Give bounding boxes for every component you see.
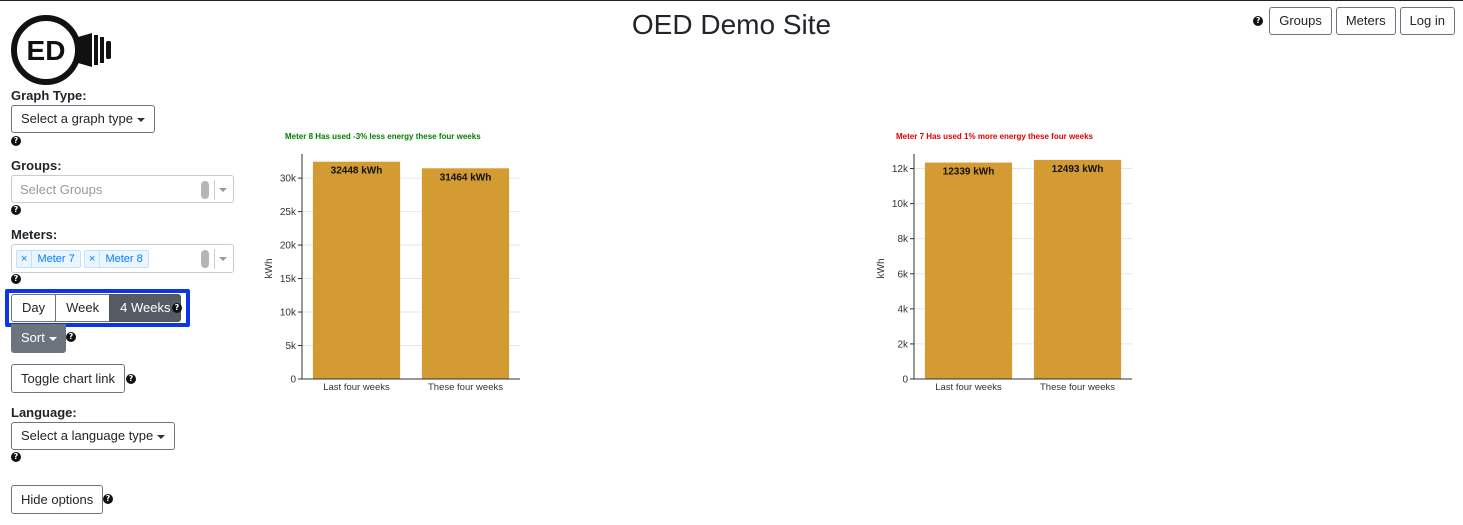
x-tick-label: These four weeks — [1040, 382, 1115, 393]
graph-type-value: Select a graph type — [21, 111, 134, 126]
sort-button[interactable]: Sort — [11, 324, 66, 353]
help-icon[interactable]: ? — [1253, 16, 1264, 26]
y-axis-label: kWh — [876, 259, 887, 279]
meters-nav-button[interactable]: Meters — [1335, 7, 1396, 35]
y-tick-label: 10k — [892, 199, 909, 210]
y-tick-label: 0 — [290, 375, 296, 386]
bar-value-label: 12493 kWh — [1052, 164, 1104, 175]
x-tick-label: Last four weeks — [323, 382, 390, 393]
remove-tag-icon[interactable]: × — [17, 251, 33, 267]
chart-link-help-icon[interactable]: ? — [126, 374, 136, 384]
x-tick-label: These four weeks — [428, 382, 503, 393]
chart-meter-7: Meter 7 Has used 1% more energy these fo… — [872, 129, 1142, 399]
range-4weeks-button[interactable]: 4 Weeks — [109, 294, 182, 322]
x-tick-label: Last four weeks — [935, 382, 1002, 393]
graph-type-label: Graph Type: — [11, 88, 87, 103]
meter-tag: × Meter 8 — [84, 250, 149, 268]
bar — [924, 162, 1013, 379]
y-tick-label: 5k — [285, 341, 297, 352]
sort-label: Sort — [21, 330, 45, 345]
meter-tag-label: Meter 7 — [37, 253, 75, 265]
language-value: Select a language type — [21, 428, 154, 443]
toggle-chart-link-button[interactable]: Toggle chart link — [11, 364, 125, 393]
y-tick-label: 0 — [902, 375, 908, 386]
chart-title: Meter 8 Has used -3% less energy these f… — [285, 132, 481, 141]
language-dropdown[interactable]: Select a language type — [11, 422, 176, 450]
bar — [312, 161, 401, 379]
language-label: Language: — [11, 405, 77, 420]
caret-down-icon — [48, 336, 57, 341]
range-week-button[interactable]: Week — [55, 294, 111, 322]
top-nav: ? Groups Meters Log in — [1253, 7, 1455, 35]
bar-value-label: 32448 kWh — [331, 166, 383, 177]
hide-options-button[interactable]: Hide options — [11, 485, 104, 514]
groups-nav-button[interactable]: Groups — [1269, 7, 1332, 35]
bar-value-label: 31464 kWh — [440, 172, 492, 183]
groups-label: Groups: — [11, 158, 62, 173]
remove-tag-icon[interactable]: × — [85, 251, 101, 267]
page-title: OED Demo Site — [631, 9, 832, 40]
y-tick-label: 2k — [897, 339, 909, 350]
meters-label: Meters: — [11, 227, 58, 242]
caret-down-icon — [137, 117, 146, 122]
oed-logo: ED — [10, 13, 114, 87]
chart-title: Meter 7 Has used 1% more energy these fo… — [896, 132, 1093, 141]
y-tick-label: 12k — [892, 164, 909, 175]
bar-chart[interactable]: 0 2k 4k 6k 8k 10k 12k 12339 kWh Last four weeks 1… — [872, 129, 1142, 399]
language-help-icon[interactable]: ? — [11, 452, 21, 462]
bar — [1033, 159, 1122, 379]
y-tick-label: 6k — [897, 269, 909, 280]
y-tick-label: 15k — [280, 274, 297, 285]
chevron-down-icon[interactable] — [219, 188, 227, 192]
y-tick-label: 4k — [897, 304, 909, 315]
meters-help-icon[interactable]: ? — [11, 274, 21, 284]
bar — [421, 168, 510, 379]
meters-select[interactable]: × Meter 7 × Meter 8 — [11, 244, 234, 273]
y-tick-label: 30k — [280, 174, 297, 185]
y-tick-label: 20k — [280, 241, 297, 252]
y-axis-label: kWh — [264, 259, 275, 279]
groups-select[interactable]: Select Groups — [11, 175, 234, 203]
meter-tag: × Meter 7 — [16, 250, 81, 268]
graph-type-dropdown[interactable]: Select a graph type — [11, 105, 156, 133]
sort-help-icon[interactable]: ? — [66, 332, 76, 342]
meters-scrollbar[interactable] — [201, 250, 209, 268]
groups-help-icon[interactable]: ? — [11, 205, 21, 215]
groups-placeholder: Select Groups — [20, 182, 103, 197]
meter-tag-label: Meter 8 — [105, 253, 143, 265]
y-tick-label: 8k — [897, 234, 909, 245]
chevron-down-icon[interactable] — [219, 257, 227, 261]
time-range-group: Day Week 4 Weeks — [11, 294, 182, 322]
range-day-button[interactable]: Day — [11, 294, 57, 322]
login-button[interactable]: Log in — [1399, 7, 1455, 35]
logo-text: ED — [27, 35, 66, 66]
bar-chart[interactable]: 0 5k 10k 15k 20k 25k 30k 32448 kWh Last four wee… — [260, 129, 530, 399]
y-tick-label: 10k — [280, 308, 297, 319]
bar-value-label: 12339 kWh — [943, 167, 995, 178]
time-range-help-icon[interactable]: ? — [172, 303, 182, 313]
y-tick-label: 25k — [280, 207, 297, 218]
select-separator — [214, 249, 215, 269]
hide-options-help-icon[interactable]: ? — [103, 494, 113, 504]
graph-type-help-icon[interactable]: ? — [11, 136, 21, 146]
groups-scrollbar[interactable] — [201, 181, 209, 199]
select-separator — [214, 180, 215, 200]
chart-meter-8: Meter 8 Has used -3% less energy these f… — [260, 129, 530, 399]
caret-down-icon — [157, 434, 166, 439]
time-range-highlight — [5, 289, 190, 327]
